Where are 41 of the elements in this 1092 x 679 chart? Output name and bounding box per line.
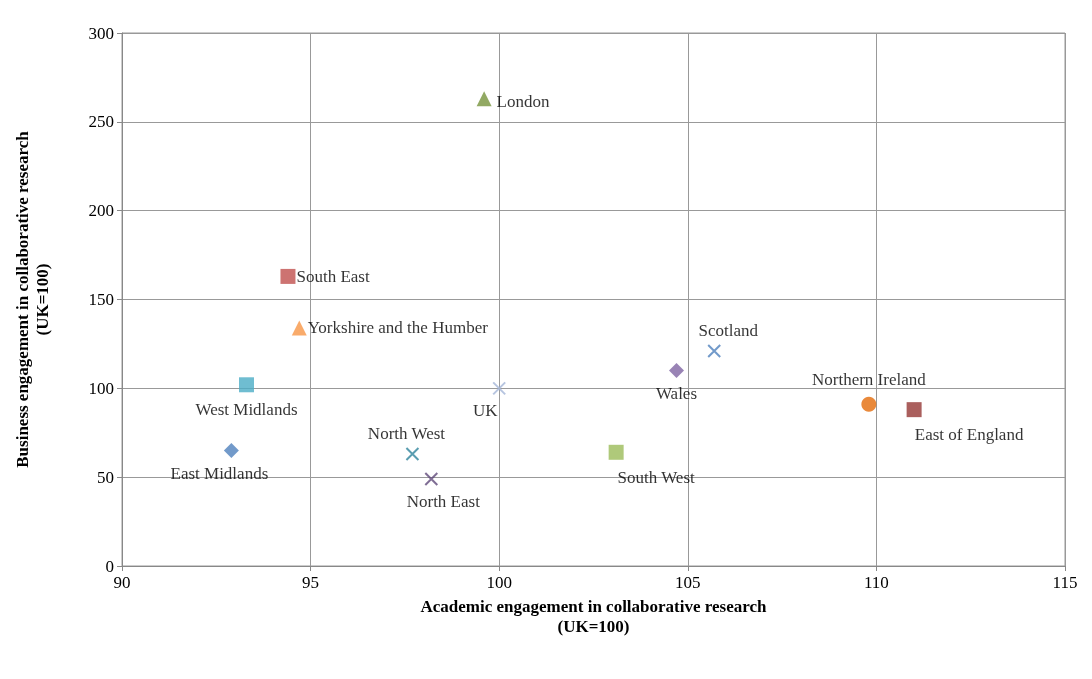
series-label: South West: [617, 467, 695, 487]
series-label: West Midlands: [195, 400, 298, 420]
point: [405, 447, 420, 462]
point: [280, 268, 296, 284]
point: [668, 363, 684, 379]
x-tick-label: 115: [1052, 573, 1078, 592]
x-tick-label: 110: [863, 573, 889, 592]
point: [492, 381, 507, 396]
series-label: East Midlands: [170, 464, 269, 484]
point: [906, 402, 922, 418]
x-tick-label: 90: [113, 573, 131, 592]
series-label: Yorkshire and the Humber: [307, 318, 489, 338]
y-tick-label: 150: [88, 290, 114, 309]
point: [476, 91, 492, 107]
series-label: East of England: [914, 425, 1024, 445]
series-label: North West: [367, 424, 446, 444]
x-tick-label: 95: [302, 573, 320, 592]
point: [608, 444, 624, 460]
y-axis-title: Business engagement in collaborative research (UK=100): [12, 130, 52, 468]
series-label: Wales: [655, 384, 698, 404]
y-tick-label: 0: [105, 556, 114, 576]
point: [707, 344, 722, 359]
series-label: London: [496, 92, 550, 112]
point: [291, 320, 307, 336]
point: [861, 396, 877, 412]
point: [223, 443, 239, 459]
series-label: Scotland: [698, 321, 759, 341]
y-tick-label: 300: [88, 23, 114, 43]
y-tick-label: 200: [88, 201, 114, 221]
series-label: Northern Ireland: [811, 369, 927, 389]
y-tick-label: 250: [88, 112, 114, 132]
series-label: South East: [296, 266, 370, 286]
x-tick-label: 100: [486, 573, 512, 592]
series-label: North East: [406, 491, 481, 511]
series-label: UK: [472, 401, 499, 421]
x-axis-title: Academic engagement in collaborative research (UK=100): [420, 596, 767, 636]
point: [238, 377, 254, 393]
x-tick-label: 105: [675, 573, 701, 592]
y-tick-label: 50: [97, 467, 114, 487]
y-tick-label: 100: [88, 378, 114, 398]
point: [424, 471, 439, 486]
